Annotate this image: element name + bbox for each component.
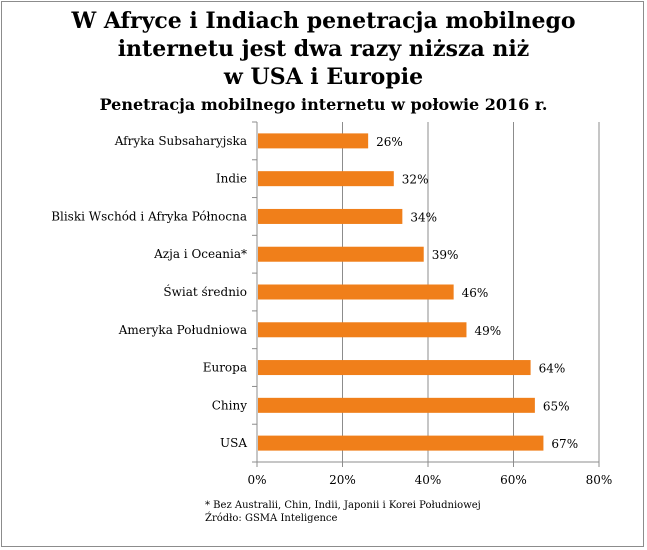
bar-8 xyxy=(258,435,544,451)
value-label-7: 65% xyxy=(543,399,570,413)
chart-title-line-2: internetu jest dwa razy niższa niż xyxy=(117,36,530,62)
value-label-5: 49% xyxy=(474,324,501,338)
bar-5 xyxy=(258,322,467,338)
bar-3 xyxy=(258,246,424,262)
x-tick-label-80: 80% xyxy=(586,473,613,487)
value-label-3: 39% xyxy=(432,248,459,262)
category-label-6: Europa xyxy=(203,361,247,375)
bar-4 xyxy=(258,284,454,300)
value-label-8: 67% xyxy=(551,437,578,451)
category-label-1: Indie xyxy=(216,172,247,186)
value-label-1: 32% xyxy=(402,173,429,187)
x-tick-label-20: 20% xyxy=(329,473,356,487)
chart-title-line-3: w USA i Europie xyxy=(223,64,424,90)
category-label-2: Bliski Wschód i Afryka Północna xyxy=(51,209,247,223)
bar-7 xyxy=(258,397,535,413)
value-label-2: 34% xyxy=(410,210,437,224)
bar-6 xyxy=(258,360,531,376)
chart-footnote: * Bez Australii, Chin, Indii, Japonii i … xyxy=(205,500,481,511)
category-label-3: Azja i Oceania* xyxy=(153,247,247,261)
x-tick-label-0: 0% xyxy=(247,473,266,487)
x-tick-label-60: 60% xyxy=(500,473,527,487)
value-label-6: 64% xyxy=(539,362,566,376)
bar-1 xyxy=(258,171,394,187)
bar-2 xyxy=(258,208,403,224)
category-label-7: Chiny xyxy=(212,398,247,412)
category-label-0: Afryka Subsaharyjska xyxy=(114,134,247,148)
chart-subtitle: Penetracja mobilnego internetu w połowie… xyxy=(99,95,548,114)
value-label-0: 26% xyxy=(376,135,403,149)
chart-title-line-1: W Afryce i Indiach penetracja mobilnego xyxy=(71,8,576,34)
value-label-4: 46% xyxy=(462,286,489,300)
bar-0 xyxy=(258,133,369,149)
category-label-5: Ameryka Południowa xyxy=(118,323,247,337)
category-label-8: USA xyxy=(220,436,247,450)
chart-source: Źródło: GSMA Inteligence xyxy=(205,513,338,524)
x-tick-label-40: 40% xyxy=(415,473,442,487)
category-label-4: Świat średnio xyxy=(163,283,247,299)
